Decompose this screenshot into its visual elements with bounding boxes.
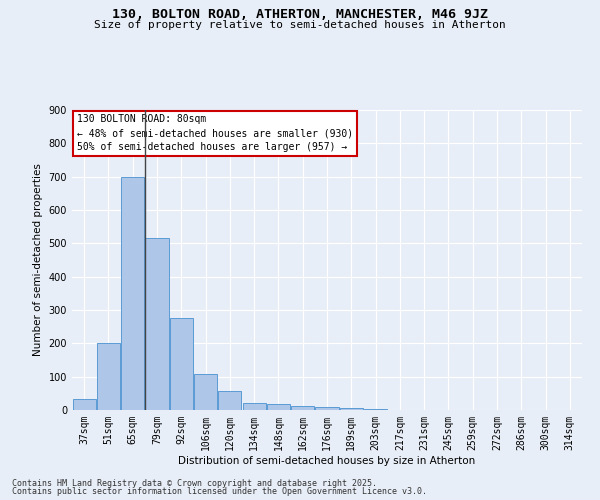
Bar (73, 400, 95, 410)
X-axis label: Distribution of semi-detached houses by size in Atherton: Distribution of semi-detached houses by … (178, 456, 476, 466)
Bar (340, 408, 363, 410)
Bar (316, 408, 338, 410)
Bar (267, 404, 290, 410)
Bar (242, 402, 266, 410)
Text: 130 BOLTON ROAD: 80sqm
← 48% of semi-detached houses are smaller (930)
50% of se: 130 BOLTON ROAD: 80sqm ← 48% of semi-det… (77, 114, 353, 152)
Bar (121, 176, 144, 410)
Text: 130, BOLTON ROAD, ATHERTON, MANCHESTER, M46 9JZ: 130, BOLTON ROAD, ATHERTON, MANCHESTER, … (112, 8, 488, 20)
Bar (194, 374, 217, 410)
Bar (97, 344, 120, 410)
Bar (218, 391, 241, 410)
Bar (170, 318, 193, 410)
Text: Contains HM Land Registry data © Crown copyright and database right 2025.: Contains HM Land Registry data © Crown c… (12, 478, 377, 488)
Y-axis label: Number of semi-detached properties: Number of semi-detached properties (33, 164, 43, 356)
Bar (291, 406, 314, 410)
Bar (145, 238, 169, 410)
Text: Contains public sector information licensed under the Open Government Licence v3: Contains public sector information licen… (12, 487, 427, 496)
Text: Size of property relative to semi-detached houses in Atherton: Size of property relative to semi-detach… (94, 20, 506, 30)
